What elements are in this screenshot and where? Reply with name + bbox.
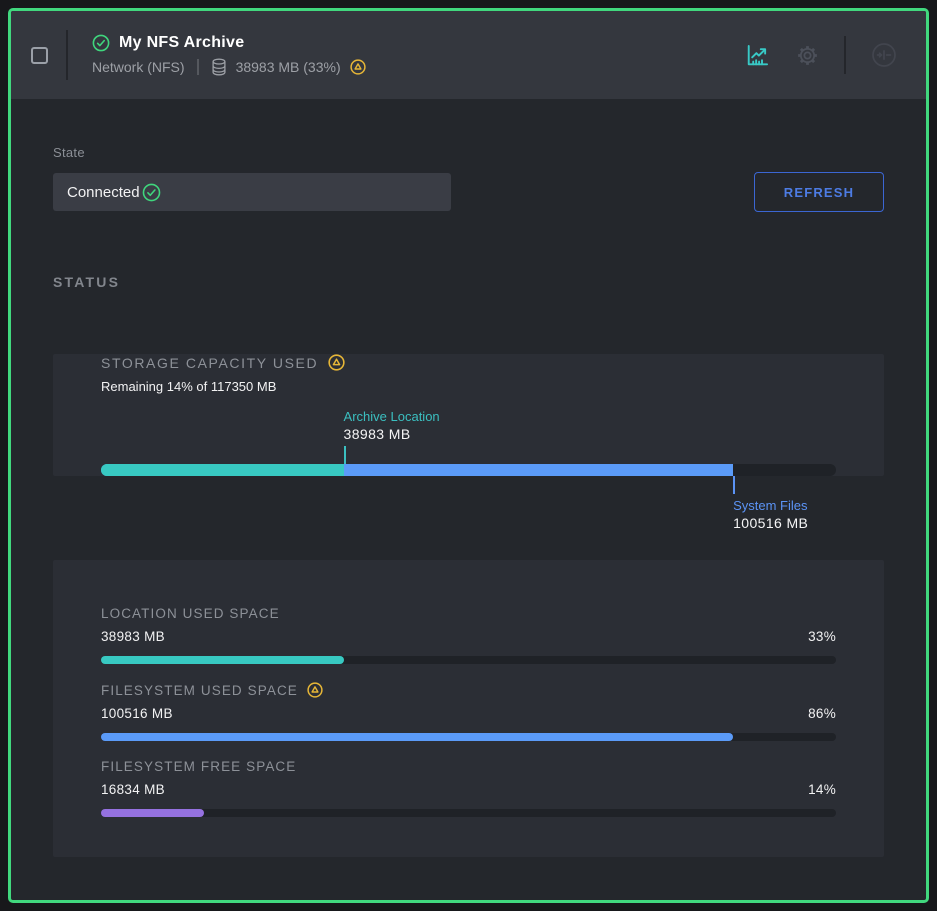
- header-bar: My NFS Archive Network (NFS) 38983 MB (3…: [11, 11, 926, 99]
- archive-title: My NFS Archive: [119, 34, 245, 51]
- archive-location-segment: [101, 464, 344, 476]
- warning-icon: [307, 682, 323, 698]
- filesystem-used-space-row: FILESYSTEM USED SPACE 100516 MB 86%: [101, 682, 836, 741]
- status-section-heading: STATUS: [53, 274, 121, 290]
- state-field[interactable]: Connected: [53, 173, 451, 211]
- header-divider: [844, 36, 846, 74]
- metric-value: 16834 MB: [101, 782, 165, 797]
- archive-usage-label: 38983 MB (33%): [235, 59, 341, 75]
- system-files-label: System Files: [733, 498, 808, 513]
- check-circle-icon: [142, 183, 161, 202]
- filesystem-free-space-row: FILESYSTEM FREE SPACE 16834 MB 14%: [101, 759, 836, 817]
- collapse-button[interactable]: [870, 41, 898, 69]
- space-metrics-card: LOCATION USED SPACE 38983 MB 33% FILESYS…: [53, 560, 884, 857]
- capacity-title: STORAGE CAPACITY USED: [101, 354, 319, 371]
- database-icon: [211, 58, 227, 76]
- system-files-annotation: System Files 100516 MB: [733, 498, 808, 531]
- metric-percent: 33%: [808, 629, 836, 644]
- archive-location-label: Archive Location: [343, 409, 440, 424]
- metric-value: 38983 MB: [101, 629, 165, 644]
- archive-detail-window: My NFS Archive Network (NFS) 38983 MB (3…: [8, 8, 929, 903]
- metric-value: 100516 MB: [101, 706, 173, 721]
- header-divider: [66, 30, 68, 80]
- archive-location-tick: [343, 446, 346, 464]
- capacity-remaining: Remaining 14% of 117350 MB: [101, 379, 277, 394]
- collapse-icon: [870, 41, 898, 69]
- metric-percent: 86%: [808, 706, 836, 721]
- archive-select-checkbox[interactable]: [31, 46, 48, 64]
- progress-bar-track: [101, 733, 836, 741]
- progress-bar-fill: [101, 809, 204, 817]
- progress-bar-fill: [101, 733, 734, 741]
- storage-capacity-card: STORAGE CAPACITY USED Remaining 14% of 1…: [53, 354, 884, 531]
- detail-panel: State Connected REFRESH STATUS STORAGE C…: [11, 99, 926, 900]
- progress-bar-track: [101, 809, 836, 817]
- metric-label: LOCATION USED SPACE: [101, 606, 280, 621]
- metric-label: FILESYSTEM USED SPACE: [101, 682, 298, 698]
- progress-bar-track: [101, 656, 836, 664]
- performance-chart-button[interactable]: [744, 42, 771, 69]
- check-circle-icon: [92, 34, 110, 52]
- refresh-button[interactable]: REFRESH: [754, 172, 884, 212]
- system-files-value: 100516 MB: [733, 515, 809, 531]
- archive-type-label: Network (NFS): [92, 59, 185, 75]
- archive-location-value: 38983 MB: [343, 426, 411, 442]
- archive-info: My NFS Archive Network (NFS) 38983 MB (3…: [92, 34, 366, 76]
- warning-icon: [328, 354, 345, 371]
- capacity-bar: Archive Location 38983 MB System Files 1…: [101, 409, 836, 531]
- subtitle-divider: [196, 59, 199, 75]
- settings-button[interactable]: [795, 43, 820, 68]
- location-used-space-row: LOCATION USED SPACE 38983 MB 33%: [101, 606, 836, 664]
- capacity-bar-track: [101, 464, 836, 476]
- chart-icon: [744, 42, 771, 69]
- archive-location-annotation: Archive Location 38983 MB: [344, 409, 440, 442]
- gear-icon: [795, 43, 820, 68]
- system-files-tick: [733, 476, 736, 494]
- warning-icon: [349, 59, 366, 75]
- metric-label: FILESYSTEM FREE SPACE: [101, 759, 297, 774]
- state-value: Connected: [67, 183, 140, 201]
- state-label: State: [53, 145, 85, 160]
- progress-bar-fill: [101, 656, 344, 664]
- metric-percent: 14%: [808, 782, 836, 797]
